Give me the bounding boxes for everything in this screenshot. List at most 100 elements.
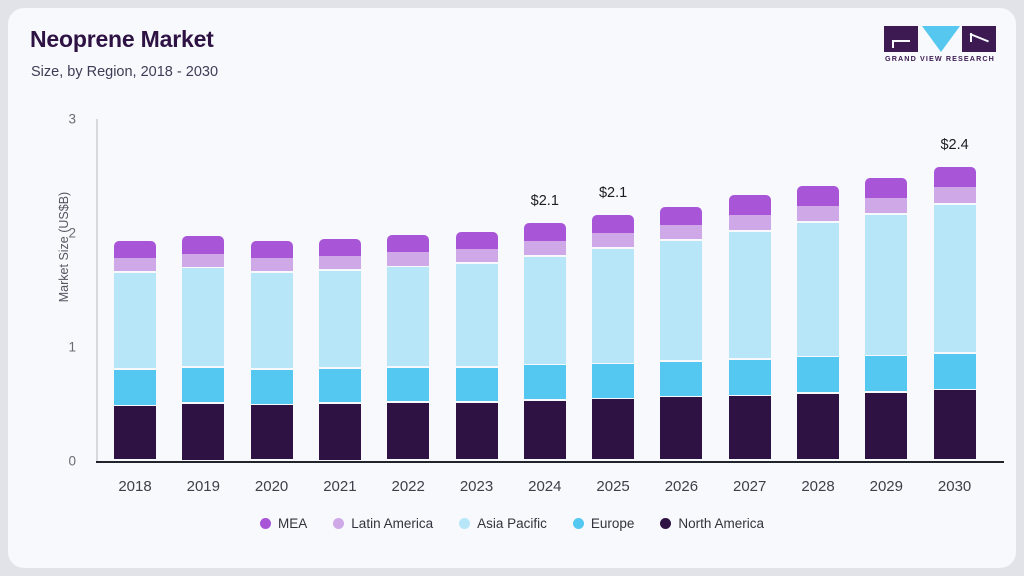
bar-segment-mea[interactable]	[797, 186, 839, 206]
x-axis-tick-2027: 2027	[733, 478, 767, 495]
bar-segment-asia-pacific[interactable]	[797, 222, 839, 356]
bar-segment-europe[interactable]	[592, 364, 635, 398]
bar-segment-latin-america[interactable]	[387, 252, 430, 266]
bar-segment-europe[interactable]	[387, 367, 430, 402]
legend-item-europe[interactable]: Europe	[572, 516, 634, 531]
bar-segment-asia-pacific[interactable]	[523, 256, 566, 364]
bar-segment-north-america[interactable]	[660, 397, 703, 460]
bar-segment-mea[interactable]	[865, 178, 908, 198]
bar-segment-europe[interactable]	[250, 369, 293, 404]
bar-segment-europe[interactable]	[865, 356, 908, 392]
y-axis-line	[96, 119, 98, 461]
bar-segment-asia-pacific[interactable]	[387, 267, 430, 366]
bar-segment-mea[interactable]	[387, 235, 430, 253]
grand-view-research-logo: GRAND VIEW RESEARCH	[884, 26, 996, 64]
logo-square-right-icon	[962, 26, 996, 52]
bar-segment-mea[interactable]	[523, 222, 566, 241]
bar-segment-north-america[interactable]	[455, 402, 498, 460]
bar-segment-latin-america[interactable]	[797, 205, 839, 222]
y-axis-label: Market Size (US$B)	[57, 191, 71, 303]
bar-segment-asia-pacific[interactable]	[250, 272, 293, 369]
bar-segment-europe[interactable]	[318, 368, 361, 403]
bar-segment-europe[interactable]	[182, 367, 225, 403]
bar-group-2019[interactable]	[182, 119, 225, 461]
bar-segment-latin-america[interactable]	[660, 225, 703, 240]
bar-segment-north-america[interactable]	[865, 392, 908, 460]
legend-item-asia-pacific[interactable]: Asia Pacific	[459, 516, 547, 531]
bar-group-2021[interactable]	[318, 119, 361, 461]
bar-segment-mea[interactable]	[660, 206, 703, 225]
bar-segment-asia-pacific[interactable]	[660, 240, 703, 361]
bar-segment-mea[interactable]	[592, 214, 635, 233]
bar-segment-latin-america[interactable]	[250, 258, 293, 272]
bar-segment-europe[interactable]	[728, 359, 771, 395]
bar-group-2027[interactable]	[728, 119, 771, 461]
y-axis-tick-1: 1	[68, 339, 76, 355]
bar-segment-mea[interactable]	[318, 238, 361, 256]
bar-segment-latin-america[interactable]	[182, 253, 225, 267]
bar-segment-mea[interactable]	[250, 240, 293, 259]
x-axis-tick-2020: 2020	[254, 478, 289, 495]
bar-segment-europe[interactable]	[933, 353, 976, 389]
bar-group-2024[interactable]	[523, 119, 566, 461]
x-axis-line	[96, 461, 1004, 463]
bar-segment-north-america[interactable]	[592, 399, 635, 460]
bar-segment-north-america[interactable]	[797, 393, 839, 460]
bar-segment-asia-pacific[interactable]	[455, 263, 498, 366]
x-axis-tick-2019: 2019	[186, 478, 220, 495]
bar-segment-latin-america[interactable]	[933, 187, 976, 203]
bar-segment-north-america[interactable]	[318, 404, 361, 460]
bar-segment-north-america[interactable]	[250, 405, 293, 460]
legend-item-north-america[interactable]: North America	[660, 516, 764, 531]
bar-segment-latin-america[interactable]	[114, 258, 156, 272]
bar-group-2026[interactable]	[660, 119, 703, 461]
bar-segment-latin-america[interactable]	[728, 214, 771, 231]
bar-segment-asia-pacific[interactable]	[933, 204, 976, 353]
bar-segment-asia-pacific[interactable]	[865, 214, 908, 355]
bar-segment-mea[interactable]	[114, 240, 156, 259]
legend-swatch-icon	[572, 518, 584, 529]
x-axis-tick-2023: 2023	[459, 478, 494, 495]
bar-segment-europe[interactable]	[660, 361, 703, 396]
bar-segment-asia-pacific[interactable]	[114, 272, 156, 369]
legend-swatch-icon	[660, 518, 672, 529]
logo-notch-vertical	[892, 40, 894, 48]
bar-segment-north-america[interactable]	[114, 406, 156, 460]
bar-group-2028[interactable]	[797, 119, 839, 461]
legend-label: Latin America	[351, 516, 434, 531]
bar-group-2025[interactable]	[592, 119, 635, 461]
bar-segment-europe[interactable]	[797, 357, 839, 393]
bar-segment-north-america[interactable]	[728, 396, 771, 460]
legend-item-latin-america[interactable]: Latin America	[333, 516, 433, 531]
x-axis-tick-2024: 2024	[528, 478, 562, 495]
bar-group-2020[interactable]	[250, 119, 293, 461]
bar-segment-mea[interactable]	[455, 231, 498, 249]
bar-segment-europe[interactable]	[523, 365, 566, 400]
bar-segment-latin-america[interactable]	[865, 197, 908, 214]
bar-group-2029[interactable]	[865, 119, 908, 461]
logo-triangle-icon	[922, 26, 960, 52]
bar-segment-europe[interactable]	[114, 369, 156, 405]
bar-segment-north-america[interactable]	[933, 390, 976, 460]
bar-segment-asia-pacific[interactable]	[182, 268, 225, 366]
bar-segment-asia-pacific[interactable]	[728, 231, 771, 359]
bar-segment-mea[interactable]	[182, 236, 225, 254]
bar-group-2023[interactable]	[455, 119, 498, 461]
bar-segment-asia-pacific[interactable]	[318, 270, 361, 368]
bar-segment-north-america[interactable]	[387, 402, 430, 460]
bar-segment-latin-america[interactable]	[318, 255, 361, 270]
bar-segment-mea[interactable]	[728, 195, 771, 215]
x-axis-tick-2018: 2018	[118, 478, 152, 495]
bar-group-2030[interactable]	[933, 119, 976, 461]
bar-segment-latin-america[interactable]	[523, 240, 566, 256]
bar-segment-europe[interactable]	[455, 367, 498, 402]
legend-item-mea[interactable]: MEA	[260, 516, 307, 531]
bar-segment-north-america[interactable]	[523, 400, 566, 460]
bar-group-2022[interactable]	[387, 119, 430, 461]
bar-segment-asia-pacific[interactable]	[592, 248, 635, 363]
bar-group-2018[interactable]	[114, 119, 156, 461]
bar-segment-latin-america[interactable]	[455, 248, 498, 263]
bar-segment-latin-america[interactable]	[592, 233, 635, 248]
bar-segment-mea[interactable]	[933, 166, 976, 188]
bar-segment-north-america[interactable]	[182, 404, 225, 460]
